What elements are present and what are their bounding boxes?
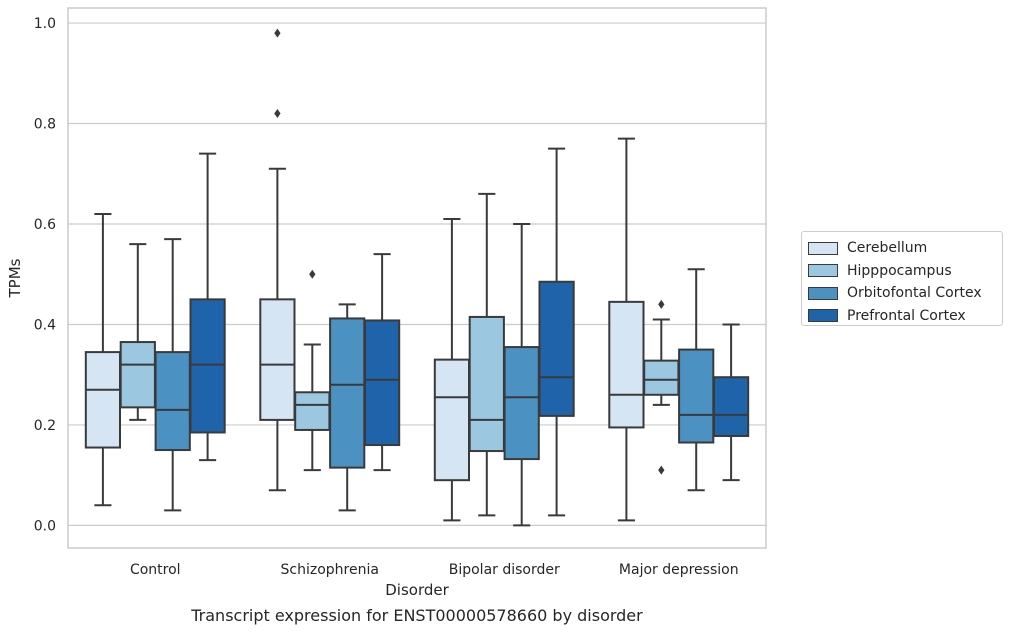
y-tick-label: 0.8 <box>34 117 56 133</box>
iqr-box <box>363 319 401 447</box>
iqr-box <box>433 358 471 482</box>
y-tick-label: 1.0 <box>34 16 56 32</box>
box-prefrontal-cortex <box>363 253 401 472</box>
legend-swatch-prefrontal-cortex <box>808 309 838 323</box>
boxes-layer <box>84 28 750 527</box>
box-hipppocampus <box>468 192 505 517</box>
outlier-point <box>658 299 665 309</box>
outlier-point <box>658 465 665 475</box>
iqr-box <box>643 359 680 396</box>
plot-area-frame <box>67 7 767 549</box>
box-hipppocampus <box>294 269 331 472</box>
x-tick-label: Control <box>130 562 181 578</box>
box-orbitofontal-cortex <box>503 223 540 527</box>
iqr-box <box>712 376 750 437</box>
legend-item-cerebellum: Cerebellum <box>808 237 1002 260</box>
box-prefrontal-cortex <box>538 147 575 517</box>
legend-label-cerebellum: Cerebellum <box>847 240 928 257</box>
legend-item-orbitofrontal-cortex: Orbitofontal Cortex <box>808 282 1002 305</box>
iqr-box <box>538 280 575 417</box>
x-axis-title: Disorder <box>385 581 449 599</box>
box-prefrontal-cortex <box>712 323 750 482</box>
box-cerebellum <box>259 28 296 492</box>
box-orbitofontal-cortex <box>154 238 191 512</box>
iqr-box <box>259 298 296 421</box>
outlier-point <box>274 108 281 118</box>
iqr-box <box>294 391 331 431</box>
y-axis-title: TPMs <box>6 258 24 298</box>
iqr-box <box>119 341 156 409</box>
legend: Cerebellum Hipppocampus Orbitofontal Cor… <box>801 231 1003 326</box>
legend-swatch-cerebellum <box>808 241 838 255</box>
box-prefrontal-cortex <box>189 152 226 462</box>
iqr-box <box>189 298 226 434</box>
iqr-box <box>468 315 505 453</box>
box-hipppocampus <box>119 243 156 421</box>
legend-swatch-hippocampus <box>808 264 838 278</box>
outlier-point <box>274 28 281 38</box>
iqr-box <box>84 351 122 449</box>
box-hipppocampus <box>643 299 680 475</box>
y-tick-label: 0.2 <box>34 418 56 434</box>
box-cerebellum <box>84 212 122 507</box>
iqr-box <box>154 351 191 452</box>
box-orbitofontal-cortex <box>329 303 366 512</box>
legend-label-hippocampus: Hipppocampus <box>847 262 952 279</box>
y-tick-label: 0.0 <box>34 518 56 534</box>
iqr-box <box>503 346 540 461</box>
x-tick-label: Schizophrenia <box>281 562 379 578</box>
y-tick-label: 0.6 <box>34 217 56 233</box>
x-tick-label: Bipolar disorder <box>449 562 560 578</box>
legend-item-hippocampus: Hipppocampus <box>808 260 1002 283</box>
x-tick-label: Major depression <box>619 562 739 578</box>
outlier-point <box>309 269 316 279</box>
x-tick-labels: Control Schizophrenia Bipolar disorder Majo… <box>130 562 739 578</box>
iqr-box <box>678 348 715 444</box>
y-tick-labels: 0.0 0.2 0.4 0.6 0.8 1.0 <box>34 16 56 534</box>
figure-caption: Transcript expression for ENST0000057866… <box>191 606 643 625</box>
legend-label-prefrontal-cortex: Prefrontal Cortex <box>847 307 966 324</box>
legend-label-orbitofrontal-cortex: Orbitofontal Cortex <box>847 285 982 302</box>
box-cerebellum <box>433 217 471 522</box>
iqr-box <box>329 317 366 469</box>
legend-item-prefrontal-cortex: Prefrontal Cortex <box>808 305 1002 328</box>
y-tick-label: 0.4 <box>34 317 56 333</box>
legend-swatch-orbitofrontal-cortex <box>808 286 838 300</box>
box-cerebellum <box>608 137 645 522</box>
box-orbitofontal-cortex <box>678 268 715 492</box>
iqr-box <box>608 300 645 429</box>
